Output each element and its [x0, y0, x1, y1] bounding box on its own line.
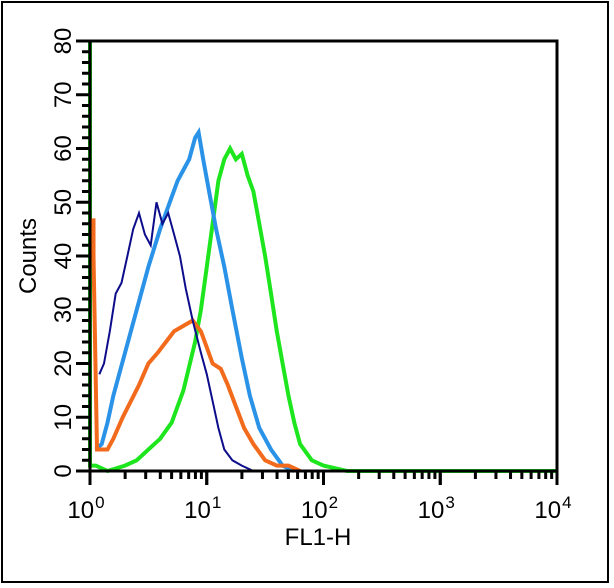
series-navy	[98, 202, 254, 472]
series-orange	[91, 218, 301, 473]
plot-area-border	[88, 39, 559, 473]
y-tick-label: 0	[50, 464, 77, 477]
y-axis: 0 10 20 30 40 50 60 70 80	[50, 28, 90, 478]
x-tick-label: 102	[301, 493, 338, 524]
y-tick-label: 50	[50, 189, 77, 216]
x-tick-label: 104	[534, 493, 571, 524]
y-tick-label: 40	[50, 243, 77, 270]
x-axis-title: FL1-H	[285, 524, 352, 551]
y-tick-label: 60	[50, 135, 77, 162]
y-tick-label: 70	[50, 81, 77, 108]
series-green	[88, 41, 557, 474]
series-layer	[88, 41, 557, 474]
y-tick-label: 30	[50, 296, 77, 323]
x-axis: 100 101 102 103 104	[67, 471, 572, 524]
series-light-blue	[94, 127, 296, 473]
y-tick-label: 80	[50, 28, 77, 55]
y-axis-title: Counts	[15, 218, 42, 294]
x-tick-label: 101	[184, 493, 221, 524]
x-tick-label: 103	[418, 493, 455, 524]
x-tick-label: 100	[67, 493, 104, 524]
y-tick-label: 10	[50, 404, 77, 431]
y-tick-label: 20	[50, 350, 77, 377]
